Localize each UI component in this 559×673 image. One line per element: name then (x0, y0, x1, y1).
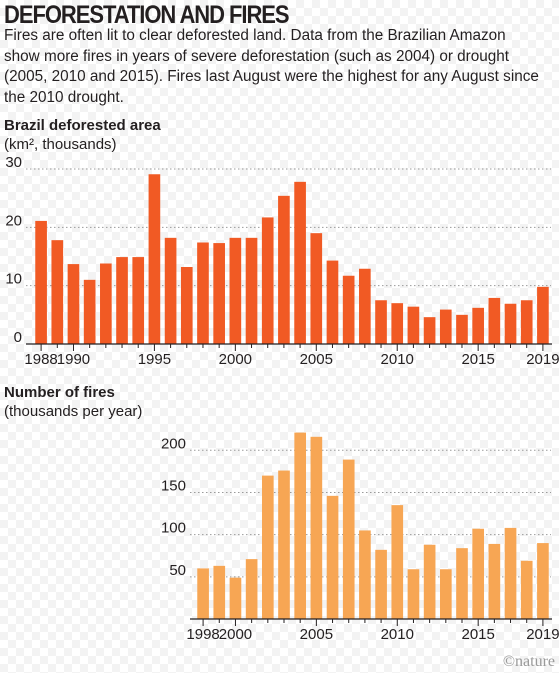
x-tick-label: 1988 (24, 351, 57, 368)
bar (391, 303, 404, 344)
bar (245, 559, 258, 619)
y-tick-label: 0 (14, 329, 22, 346)
bar (488, 543, 501, 619)
bar (100, 263, 112, 344)
bar (439, 309, 452, 344)
x-tick-label: 2005 (300, 626, 333, 643)
bar (326, 260, 339, 344)
bar (342, 275, 355, 344)
bar (278, 195, 290, 344)
x-tick-label: 2015 (461, 351, 494, 368)
fires-chart-title: Number of fires (4, 384, 115, 401)
nature-credit: ©nature (502, 653, 555, 670)
bar (278, 470, 290, 619)
bar (520, 560, 533, 619)
figure-subtitle: Fires are often lit to clear deforested … (4, 27, 539, 106)
fires-chart-unit: (thousands per year) (4, 403, 143, 420)
bar (537, 286, 549, 344)
bar (310, 233, 323, 344)
bar (294, 181, 306, 344)
bar (391, 505, 404, 619)
bar (294, 432, 307, 619)
bar (504, 527, 517, 619)
bar (407, 306, 420, 344)
bar (375, 300, 387, 344)
bar (261, 217, 274, 344)
x-tick-label: 2015 (461, 626, 494, 643)
bar (180, 267, 193, 344)
bar (488, 297, 501, 344)
bar (148, 174, 161, 344)
bar (116, 257, 128, 344)
y-tick-label: 100 (161, 520, 186, 537)
bar (326, 495, 339, 619)
figure-title: DEFORESTATION AND FIRES (4, 1, 290, 29)
bar (359, 268, 371, 344)
bar (51, 240, 64, 344)
bar (423, 317, 436, 344)
x-tick-label: 2010 (381, 351, 414, 368)
bar (423, 544, 436, 619)
bar (83, 279, 96, 344)
x-tick-label: 2000 (219, 351, 252, 368)
bar (456, 548, 468, 619)
bar (132, 257, 145, 344)
bar (197, 568, 209, 619)
x-tick-label: 2005 (300, 351, 333, 368)
y-tick-label: 200 (161, 435, 186, 452)
deforestation-chart-title: Brazil deforested area (4, 117, 161, 134)
x-tick-label: 2010 (381, 626, 414, 643)
bar (375, 549, 387, 619)
x-tick-label: 2019 (526, 351, 559, 368)
bar (407, 569, 420, 619)
y-tick-label: 30 (5, 154, 22, 171)
bar (164, 237, 177, 344)
x-tick-label: 1995 (138, 351, 171, 368)
bar (520, 300, 533, 344)
x-tick-label: 2000 (219, 626, 252, 643)
bar (229, 237, 242, 344)
bar (456, 314, 468, 344)
bar (537, 543, 549, 619)
bar (439, 569, 452, 619)
x-tick-label: 2019 (526, 626, 559, 643)
bar (245, 237, 258, 344)
bar (359, 530, 371, 619)
bar (213, 243, 225, 344)
bar (504, 303, 517, 344)
bar (197, 242, 209, 344)
deforestation-chart-unit: (km², thousands) (4, 136, 117, 153)
bar (35, 220, 47, 344)
bar (67, 264, 80, 344)
bar (213, 565, 226, 619)
bar (342, 459, 355, 619)
deforestation-bar-chart: 0 10 20 30 1988 1990 1995 2000 2005 2010 2015 2019 (5, 154, 559, 368)
y-tick-label: 50 (169, 562, 186, 579)
y-tick-label: 10 (5, 271, 22, 288)
y-tick-label: 20 (5, 212, 22, 229)
y-tick-label: 150 (161, 477, 186, 494)
bar (472, 307, 484, 344)
bar (472, 528, 485, 619)
bar (310, 436, 323, 619)
bar (229, 577, 242, 619)
x-tick-label: 1998 (186, 626, 219, 643)
x-tick-label: 1990 (57, 351, 90, 368)
bar (261, 475, 274, 619)
